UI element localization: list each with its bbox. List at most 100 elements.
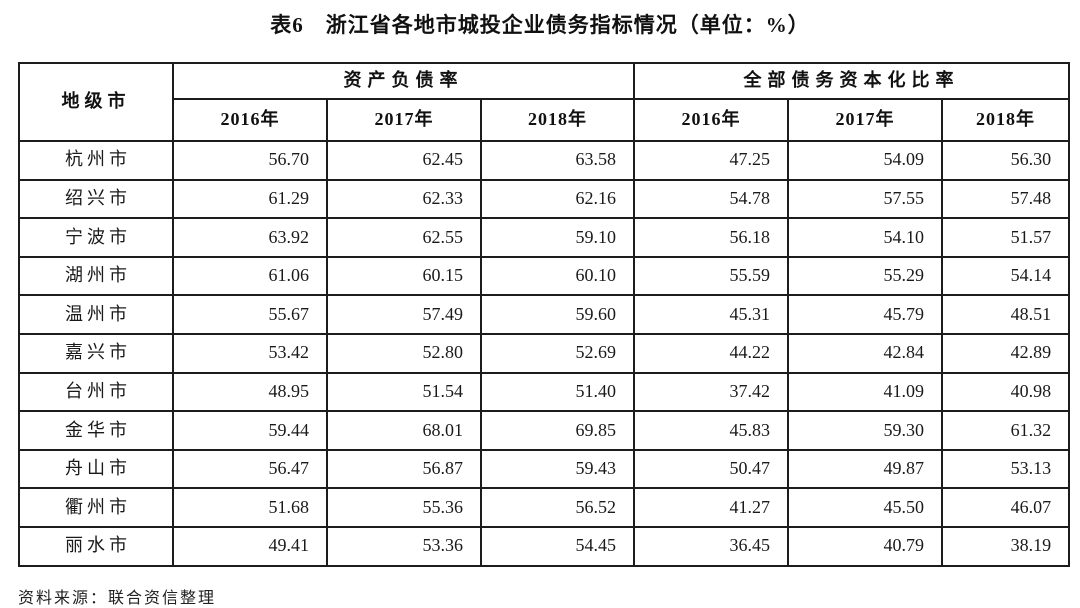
- year-header-2018-right: 2018年: [941, 98, 1071, 142]
- value-cell: 56.47: [172, 448, 328, 490]
- city-cell: 杭州市: [18, 140, 174, 181]
- value-cell: 62.33: [326, 178, 482, 220]
- year-header-2016-right: 2016年: [633, 98, 790, 142]
- value-cell: 57.48: [941, 178, 1071, 220]
- year-header-2016-left: 2016年: [172, 98, 328, 142]
- group-header-row: 地级市 资产负债率 全部债务资本化比率: [18, 62, 1071, 142]
- value-cell: 42.84: [787, 332, 944, 374]
- table-row: 丽水市 49.41 53.36 54.45 36.45 40.79 38.19: [18, 525, 1071, 567]
- city-cell: 绍兴市: [18, 178, 174, 220]
- value-cell: 60.15: [326, 255, 482, 297]
- value-cell: 37.42: [633, 371, 790, 413]
- value-cell: 54.45: [479, 525, 636, 567]
- city-cell: 宁波市: [18, 217, 174, 258]
- value-cell: 53.42: [172, 332, 328, 374]
- value-cell: 40.98: [941, 371, 1071, 413]
- value-cell: 49.87: [787, 448, 944, 490]
- value-cell: 62.16: [479, 178, 636, 220]
- value-cell: 44.22: [633, 332, 790, 374]
- value-cell: 59.30: [787, 410, 944, 451]
- group-header-asset-liability-ratio: 资产负债率: [171, 62, 636, 100]
- group-header-total-debt-capitalization-ratio: 全部债务资本化比率: [633, 62, 1071, 100]
- value-cell: 62.45: [326, 140, 482, 181]
- value-cell: 55.36: [326, 487, 482, 528]
- table-row: 杭州市 56.70 62.45 63.58 47.25 54.09 56.30: [18, 140, 1071, 181]
- value-cell: 61.32: [941, 410, 1071, 451]
- table-row: 温州市 55.67 57.49 59.60 45.31 45.79 48.51: [18, 294, 1071, 335]
- value-cell: 48.95: [172, 371, 328, 413]
- table-row: 湖州市 61.06 60.15 60.10 55.59 55.29 54.14: [18, 255, 1071, 297]
- year-header-2017-right: 2017年: [787, 98, 944, 142]
- year-header-row: 2016年 2017年 2018年 2016年 2017年 2018年: [19, 98, 1071, 142]
- value-cell: 56.87: [326, 448, 482, 490]
- debt-indicators-table: 地级市 资产负债率 全部债务资本化比率 2016年 2017年 2018年 20…: [18, 62, 1071, 567]
- table-row: 台州市 48.95 51.54 51.40 37.42 41.09 40.98: [18, 371, 1071, 413]
- value-cell: 69.85: [479, 410, 636, 451]
- table-row: 衢州市 51.68 55.36 56.52 41.27 45.50 46.07: [18, 487, 1071, 528]
- value-cell: 56.70: [172, 140, 328, 181]
- value-cell: 54.78: [633, 178, 790, 220]
- table-row: 宁波市 63.92 62.55 59.10 56.18 54.10 51.57: [18, 217, 1071, 258]
- value-cell: 59.10: [479, 217, 636, 258]
- city-cell: 舟山市: [18, 448, 174, 490]
- value-cell: 51.57: [941, 217, 1071, 258]
- value-cell: 53.36: [326, 525, 482, 567]
- value-cell: 56.30: [941, 140, 1071, 181]
- value-cell: 36.45: [633, 525, 790, 567]
- value-cell: 59.44: [172, 410, 328, 451]
- value-cell: 57.55: [787, 178, 944, 220]
- value-cell: 45.83: [633, 410, 790, 451]
- city-cell: 衢州市: [18, 487, 174, 528]
- corner-header-city: 地级市: [18, 62, 174, 142]
- table-row: 绍兴市 61.29 62.33 62.16 54.78 57.55 57.48: [18, 178, 1071, 220]
- value-cell: 41.09: [787, 371, 944, 413]
- source-note: 资料来源：联合资信整理: [18, 589, 217, 607]
- city-cell: 湖州市: [18, 255, 174, 297]
- table-title: 表6 浙江省各地市城投企业债务指标情况（单位：%）: [270, 13, 810, 37]
- value-cell: 68.01: [326, 410, 482, 451]
- value-cell: 54.14: [941, 255, 1071, 297]
- year-header-2018-left: 2018年: [479, 98, 636, 142]
- value-cell: 53.13: [941, 448, 1071, 490]
- value-cell: 45.31: [633, 294, 790, 335]
- value-cell: 55.59: [633, 255, 790, 297]
- value-cell: 47.25: [633, 140, 790, 181]
- table-row: 金华市 59.44 68.01 69.85 45.83 59.30 61.32: [18, 410, 1071, 451]
- table-body: 杭州市 56.70 62.45 63.58 47.25 54.09 56.30 绍兴市 61.2…: [18, 140, 1071, 567]
- city-cell: 台州市: [18, 371, 174, 413]
- value-cell: 42.89: [941, 332, 1071, 374]
- value-cell: 52.80: [326, 332, 482, 374]
- table-row: 嘉兴市 53.42 52.80 52.69 44.22 42.84 42.89: [18, 332, 1071, 374]
- value-cell: 62.55: [326, 217, 482, 258]
- value-cell: 52.69: [479, 332, 636, 374]
- city-cell: 温州市: [18, 294, 174, 335]
- city-cell: 丽水市: [18, 525, 174, 567]
- value-cell: 48.51: [941, 294, 1071, 335]
- value-cell: 51.68: [172, 487, 328, 528]
- value-cell: 57.49: [326, 294, 482, 335]
- value-cell: 51.54: [326, 371, 482, 413]
- value-cell: 56.52: [479, 487, 636, 528]
- value-cell: 45.79: [787, 294, 944, 335]
- value-cell: 63.58: [479, 140, 636, 181]
- value-cell: 54.10: [787, 217, 944, 258]
- value-cell: 60.10: [479, 255, 636, 297]
- value-cell: 59.60: [479, 294, 636, 335]
- value-cell: 54.09: [787, 140, 944, 181]
- city-cell: 嘉兴市: [18, 332, 174, 374]
- table-header: 地级市 资产负债率 全部债务资本化比率 2016年 2017年 2018年 20…: [18, 62, 1071, 142]
- value-cell: 56.18: [633, 217, 790, 258]
- value-cell: 59.43: [479, 448, 636, 490]
- value-cell: 61.29: [172, 178, 328, 220]
- city-cell: 金华市: [18, 410, 174, 451]
- year-header-2017-left: 2017年: [326, 98, 482, 142]
- value-cell: 63.92: [172, 217, 328, 258]
- value-cell: 46.07: [941, 487, 1071, 528]
- value-cell: 55.67: [172, 294, 328, 335]
- value-cell: 51.40: [479, 371, 636, 413]
- value-cell: 49.41: [172, 525, 328, 567]
- value-cell: 55.29: [787, 255, 944, 297]
- value-cell: 50.47: [633, 448, 790, 490]
- value-cell: 61.06: [172, 255, 328, 297]
